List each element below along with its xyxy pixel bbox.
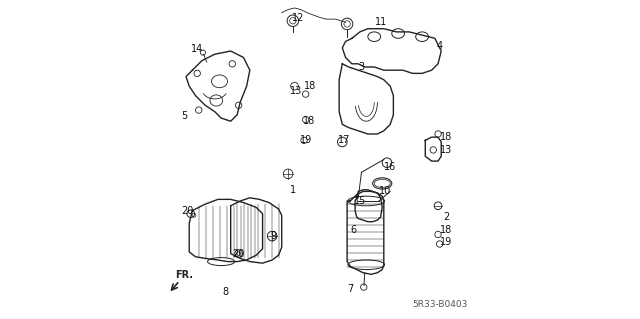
Text: 13: 13 xyxy=(440,145,452,155)
Text: 9: 9 xyxy=(271,231,277,241)
Text: 16: 16 xyxy=(384,162,396,173)
Text: 13: 13 xyxy=(290,86,302,96)
Text: 20: 20 xyxy=(232,249,245,259)
Text: 2: 2 xyxy=(443,212,449,222)
Text: 4: 4 xyxy=(436,41,443,51)
Text: 6: 6 xyxy=(351,225,356,235)
Text: 18: 18 xyxy=(440,225,452,235)
Text: 5R33-B0403: 5R33-B0403 xyxy=(412,300,467,309)
Text: 14: 14 xyxy=(191,44,204,55)
Text: 18: 18 xyxy=(303,116,315,126)
Text: 19: 19 xyxy=(440,237,452,248)
Text: 18: 18 xyxy=(304,81,317,91)
Text: 18: 18 xyxy=(440,132,452,142)
Text: 17: 17 xyxy=(338,135,350,145)
Text: 3: 3 xyxy=(358,62,365,72)
Text: FR.: FR. xyxy=(175,270,193,280)
Text: 19: 19 xyxy=(300,135,312,145)
Text: 11: 11 xyxy=(374,17,387,27)
Text: 20: 20 xyxy=(181,205,194,216)
Text: 7: 7 xyxy=(347,284,353,294)
Text: 1: 1 xyxy=(290,185,296,195)
Text: 12: 12 xyxy=(291,12,304,23)
Text: 15: 15 xyxy=(354,196,366,206)
Text: 8: 8 xyxy=(223,287,229,297)
Text: 10: 10 xyxy=(380,186,392,197)
Text: 5: 5 xyxy=(181,111,188,122)
